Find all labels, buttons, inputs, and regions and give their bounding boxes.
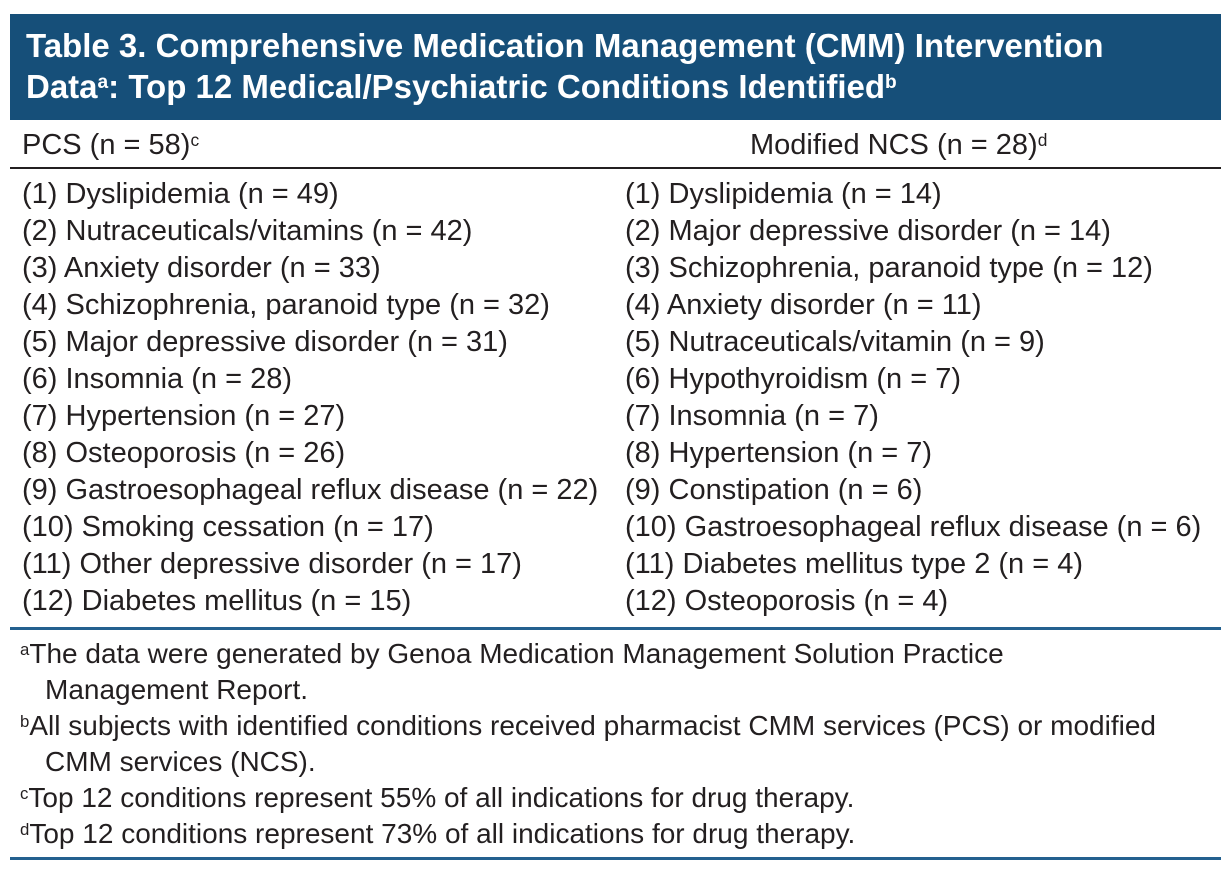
footnote-b-marker: b: [20, 712, 30, 732]
header-rule: [10, 167, 1221, 169]
column-header-pcs: PCS (n = 58)c: [10, 125, 615, 165]
footnote-b-line2: CMM services (NCS).: [45, 746, 316, 777]
body-footnote-divider: [10, 627, 1221, 630]
list-item: (3) Schizophrenia, paranoid type (n = 12…: [625, 252, 1153, 284]
list-item: (2) Major depressive disorder (n = 14): [625, 215, 1111, 247]
footnote-a-marker: a: [20, 640, 30, 660]
conditions-body: (1) Dyslipidemia (n = 49) (2) Nutraceuti…: [10, 169, 1221, 627]
table-title-band: Table 3. Comprehensive Medication Manage…: [10, 14, 1221, 120]
bottom-rule: [10, 857, 1221, 860]
footnote-c-text: Top 12 conditions represent 55% of all i…: [28, 782, 855, 813]
list-item: (10) Smoking cessation (n = 17): [22, 511, 434, 543]
footnote-a: aThe data were generated by Genoa Medica…: [20, 636, 1221, 708]
list-item: (12) Diabetes mellitus (n = 15): [22, 585, 412, 617]
column-header-ncs-superscript: d: [1037, 130, 1048, 151]
table-title-line2-text: Data: [26, 68, 98, 105]
footnote-a-line2: Management Report.: [45, 674, 309, 705]
footnote-b-text: All subjects with identified conditions …: [29, 710, 1156, 741]
list-item: (5) Nutraceuticals/vitamin (n = 9): [625, 326, 1045, 358]
column-header-pcs-label: PCS (n = 58): [22, 129, 191, 161]
list-item: (9) Gastroesophageal reflux disease (n =…: [22, 474, 599, 506]
list-item: (5) Major depressive disorder (n = 31): [22, 326, 508, 358]
column-header-row: PCS (n = 58)c Modified NCS (n = 28)d: [10, 125, 1221, 165]
list-item: (8) Hypertension (n = 7): [625, 437, 933, 469]
list-item: (12) Osteoporosis (n = 4): [625, 585, 949, 617]
column-header-pcs-superscript: c: [190, 130, 200, 151]
footnote-a-line1: aThe data were generated by Genoa Medica…: [20, 636, 1221, 672]
footnote-c-marker: c: [20, 784, 29, 804]
list-item: (11) Diabetes mellitus type 2 (n = 4): [625, 548, 1084, 580]
footnotes: aThe data were generated by Genoa Medica…: [10, 630, 1221, 852]
column-header-ncs-label: Modified NCS (n = 28): [750, 129, 1038, 161]
list-item: (7) Hypertension (n = 27): [22, 400, 346, 432]
list-item: (8) Osteoporosis (n = 26): [22, 437, 346, 469]
footnote-b-line1: bAll subjects with identified conditions…: [20, 708, 1221, 744]
footnote-d-text: Top 12 conditions represent 73% of all i…: [29, 818, 856, 849]
footnote-d-marker: d: [20, 820, 30, 840]
table-title-line1: Table 3. Comprehensive Medication Manage…: [26, 27, 1104, 64]
list-item: (1) Dyslipidemia (n = 49): [22, 178, 339, 210]
footnote-a-text: The data were generated by Genoa Medicat…: [29, 638, 1004, 669]
title-superscript-a: a: [97, 72, 109, 94]
footnote-b: bAll subjects with identified conditions…: [20, 708, 1221, 780]
list-item: (6) Hypothyroidism (n = 7): [625, 363, 962, 395]
list-item: (10) Gastroesophageal reflux disease (n …: [625, 511, 1202, 543]
list-item: (2) Nutraceuticals/vitamins (n = 42): [22, 215, 473, 247]
table-title-line2: Dataa: Top 12 Medical/Psychiatric Condit…: [26, 66, 1205, 107]
list-item: (1) Dyslipidemia (n = 14): [625, 178, 942, 210]
list-item: (11) Other depressive disorder (n = 17): [22, 548, 522, 580]
list-item: (6) Insomnia (n = 28): [22, 363, 292, 395]
list-item: (4) Anxiety disorder (n = 11): [625, 289, 982, 321]
table-title-line2-rest: : Top 12 Medical/Psychiatric Conditions …: [108, 68, 886, 105]
footnote-c-line1: cTop 12 conditions represent 55% of all …: [20, 780, 1221, 816]
condition-list-pcs: (1) Dyslipidemia (n = 49) (2) Nutraceuti…: [10, 176, 615, 620]
footnote-c: cTop 12 conditions represent 55% of all …: [20, 780, 1221, 816]
list-item: (3) Anxiety disorder (n = 33): [22, 252, 381, 284]
column-header-ncs: Modified NCS (n = 28)d: [615, 125, 1221, 165]
list-item: (9) Constipation (n = 6): [625, 474, 923, 506]
list-item: (4) Schizophrenia, paranoid type (n = 32…: [22, 289, 550, 321]
condition-list-ncs: (1) Dyslipidemia (n = 14) (2) Major depr…: [615, 176, 1221, 620]
footnote-d-line1: dTop 12 conditions represent 73% of all …: [20, 816, 1221, 852]
list-item: (7) Insomnia (n = 7): [625, 400, 879, 432]
footnote-d: dTop 12 conditions represent 73% of all …: [20, 816, 1221, 852]
title-superscript-b: b: [885, 72, 897, 94]
